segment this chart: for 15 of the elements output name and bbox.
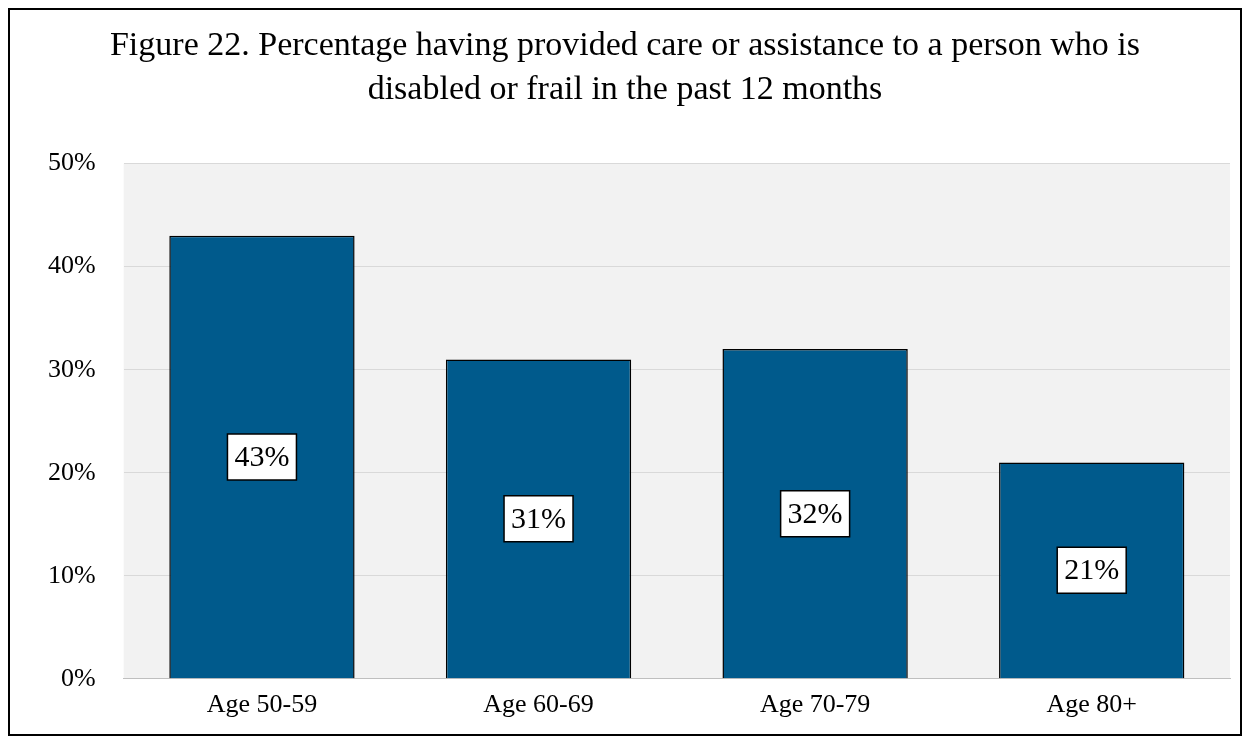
y-tick-label: 30%	[47, 353, 96, 383]
y-tick-label: 50%	[47, 147, 96, 177]
x-tick-label: Age 50-59	[206, 689, 318, 719]
y-tick-label: 20%	[47, 456, 96, 486]
data-label: 31%	[511, 500, 567, 534]
y-tick-label: 0%	[60, 662, 96, 692]
chart-title: Figure 22. Percentage having provided care or assistance to a person who is disabled or frail in the past 12 months	[108, 24, 1142, 109]
data-label: 43%	[234, 438, 290, 472]
x-tick-label: Age 80+	[1046, 689, 1137, 719]
data-label: 21%	[1064, 552, 1120, 586]
x-tick-label: Age 70-79	[759, 689, 871, 719]
y-tick-label: 40%	[47, 250, 96, 280]
y-tick-label: 10%	[47, 559, 96, 589]
x-tick-label: Age 60-69	[483, 689, 594, 719]
data-label: 32%	[787, 495, 843, 529]
